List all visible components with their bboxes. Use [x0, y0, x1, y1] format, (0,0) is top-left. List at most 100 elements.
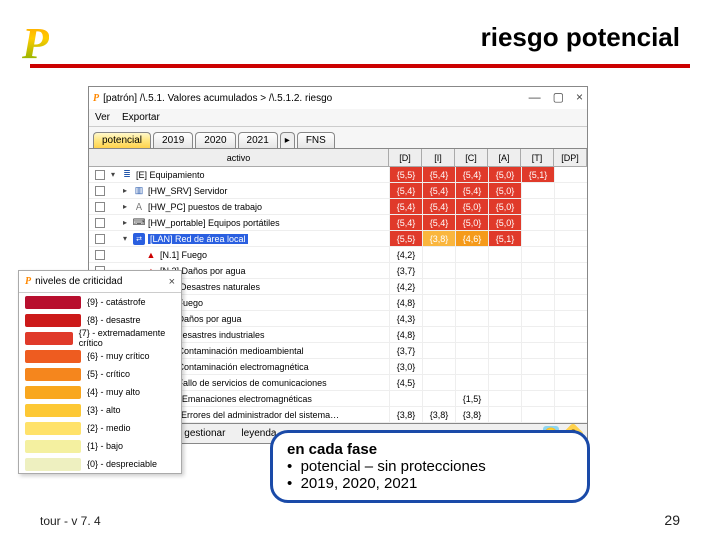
logo: P [22, 18, 49, 69]
value-cell [455, 295, 488, 310]
value-cell [422, 311, 455, 326]
tree-row[interactable]: ▸⌨[HW_portable] Equipos portátiles{5,4}{… [89, 215, 587, 231]
menu-exportar[interactable]: Exportar [122, 112, 160, 123]
value-cell [521, 343, 554, 358]
value-cell: {5,4} [389, 183, 422, 198]
legend-label: {8} - desastre [87, 315, 141, 325]
tree-row[interactable]: ▲[N.1] Fuego{4,2} [89, 247, 587, 263]
value-cell: {5,4} [389, 215, 422, 230]
column-I[interactable]: [I] [422, 149, 455, 166]
legend-item: {3} - alto [19, 401, 181, 419]
column-activo[interactable]: activo [89, 149, 389, 166]
value-cell [488, 247, 521, 262]
footer-gestionar[interactable]: gestionar [184, 428, 225, 439]
layers-icon: ≣ [121, 169, 133, 181]
row-checkbox[interactable] [95, 250, 105, 260]
value-cell: {4,8} [389, 295, 422, 310]
tab-2021[interactable]: 2021 [238, 132, 278, 148]
value-cell [488, 327, 521, 342]
window-min-button[interactable]: — [529, 90, 541, 104]
row-checkbox[interactable] [95, 202, 105, 212]
value-cell [488, 263, 521, 278]
column-C[interactable]: [C] [455, 149, 488, 166]
expand-icon[interactable]: ▸ [120, 218, 130, 227]
tab-potencial[interactable]: potencial [93, 132, 151, 148]
value-cell: {1,5} [455, 391, 488, 406]
value-cell [554, 375, 587, 390]
value-cell: {3,8} [422, 407, 455, 422]
expand-icon[interactable]: ▸ [120, 186, 130, 195]
value-cell: {4,8} [389, 327, 422, 342]
value-cell: {5,4} [422, 199, 455, 214]
window-close-button[interactable]: × [576, 90, 583, 104]
window-max-button[interactable]: ▢ [553, 90, 564, 104]
value-cell [422, 391, 455, 406]
menu-ver[interactable]: Ver [95, 112, 110, 123]
value-cell [554, 359, 587, 374]
value-cell: {3,8} [389, 407, 422, 422]
value-cell [521, 279, 554, 294]
row-label: [E] Equipamiento [136, 170, 205, 180]
value-cell [554, 199, 587, 214]
value-cell [455, 279, 488, 294]
column-D[interactable]: [D] [389, 149, 422, 166]
tree-row[interactable]: ▸▥[HW_SRV] Servidor{5,4}{5,4}{5,4}{5,0} [89, 183, 587, 199]
tree-row[interactable]: ▾⇄[LAN] Red de área local{5,5}{3,8}{4,6}… [89, 231, 587, 247]
menubar: Ver Exportar [89, 109, 587, 127]
value-cell [422, 359, 455, 374]
value-cell [521, 359, 554, 374]
value-cell [488, 311, 521, 326]
legend-titlebar[interactable]: P niveles de criticidad × [19, 271, 181, 293]
column-A[interactable]: [A] [488, 149, 521, 166]
value-cell: {4,5} [389, 375, 422, 390]
value-cell [455, 311, 488, 326]
value-cell [455, 327, 488, 342]
tree-row[interactable]: ▾≣[E] Equipamiento{5,5}{5,4}{5,4}{5,0}{5… [89, 167, 587, 183]
value-cell [521, 263, 554, 278]
value-cell [422, 295, 455, 310]
value-cell [521, 295, 554, 310]
legend-swatch [25, 314, 81, 327]
legend-window[interactable]: P niveles de criticidad × {9} - catástro… [18, 270, 182, 474]
legend-close-button[interactable]: × [169, 276, 175, 288]
value-cell: {3,0} [389, 359, 422, 374]
value-cell [488, 407, 521, 422]
value-cell [554, 407, 587, 422]
row-checkbox[interactable] [95, 234, 105, 244]
legend-item: {8} - desastre [19, 311, 181, 329]
legend-app-icon: P [25, 276, 31, 287]
expand-icon[interactable]: ▾ [108, 170, 118, 179]
row-label: [I.4] Contaminación electromagnética [160, 362, 309, 372]
tab-scroll-right[interactable]: ▸ [280, 132, 295, 148]
expand-icon[interactable]: ▸ [120, 202, 130, 211]
value-cell [455, 343, 488, 358]
column-T[interactable]: [T] [521, 149, 554, 166]
app-icon: P [93, 93, 99, 104]
expand-icon[interactable]: ▾ [120, 234, 130, 243]
window-titlebar[interactable]: P [patrón] /\.5.1. Valores acumulados > … [89, 87, 587, 109]
row-checkbox[interactable] [95, 218, 105, 228]
legend-item: {0} - despreciable [19, 455, 181, 473]
value-cell [389, 391, 422, 406]
footer-leyenda[interactable]: leyenda [241, 428, 276, 439]
legend-item: {9} - catástrofe [19, 293, 181, 311]
row-label: [I.8] Fallo de servicios de comunicacion… [160, 378, 327, 388]
column-DP[interactable]: [DP] [554, 149, 587, 166]
row-checkbox[interactable] [95, 170, 105, 180]
legend-label: {5} - crítico [87, 369, 130, 379]
value-cell [554, 311, 587, 326]
value-cell [554, 167, 587, 182]
row-label: [HW_PC] puestos de trabajo [148, 202, 262, 212]
callout-bullet-2: • 2019, 2020, 2021 [287, 475, 573, 492]
row-checkbox[interactable] [95, 186, 105, 196]
value-cell [521, 327, 554, 342]
tab-2020[interactable]: 2020 [195, 132, 235, 148]
value-cell: {4,6} [455, 231, 488, 246]
tab-fns[interactable]: FNS [297, 132, 335, 148]
value-cell [521, 231, 554, 246]
title-underline [30, 64, 690, 68]
tab-2019[interactable]: 2019 [153, 132, 193, 148]
tree-row[interactable]: ▸Ａ[HW_PC] puestos de trabajo{5,4}{5,4}{5… [89, 199, 587, 215]
value-cell [422, 247, 455, 262]
value-cell: {5,4} [455, 167, 488, 182]
